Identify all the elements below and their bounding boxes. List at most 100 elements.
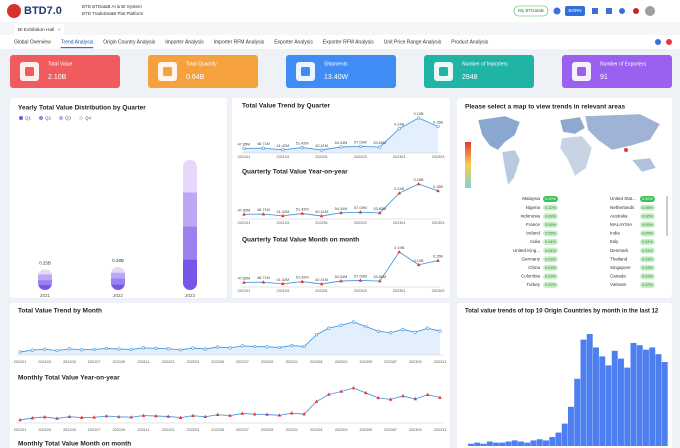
mail-icon[interactable] — [606, 8, 612, 14]
x-tick-label: 202107 — [88, 428, 101, 432]
marker — [416, 262, 421, 267]
born-label[interactable]: BORN — [568, 8, 581, 13]
marker — [30, 348, 34, 352]
country-pct: 0.04% — [642, 249, 653, 253]
pct-badge — [543, 221, 558, 228]
marker — [351, 386, 356, 390]
value-label: 57.09M — [354, 274, 367, 278]
x-tick-label: 202201 — [315, 155, 328, 159]
tab-label[interactable]: BI Exhibition Hall — [18, 27, 54, 33]
marker — [302, 412, 306, 416]
country-pct: 0.02% — [545, 283, 556, 287]
marker — [397, 250, 401, 254]
bar — [543, 440, 549, 446]
marker — [42, 415, 47, 419]
nav-item[interactable]: Importer Analysis — [165, 39, 204, 45]
x-tick-label: 202101 — [238, 221, 251, 225]
x-tick-label: 202301 — [393, 221, 406, 225]
flag-icon[interactable] — [633, 8, 639, 14]
marker — [129, 415, 133, 419]
born-button[interactable] — [565, 6, 585, 16]
my-button[interactable] — [513, 5, 549, 17]
marker — [376, 395, 381, 400]
tab[interactable] — [14, 24, 64, 35]
map-region[interactable] — [631, 157, 657, 173]
marker — [67, 414, 72, 418]
country-pct: 0.12% — [545, 206, 556, 210]
nav-item[interactable]: Product Analysis — [451, 39, 488, 45]
marker — [425, 392, 430, 396]
nav-item[interactable]: Exporter RFM Analysis — [323, 39, 374, 45]
help-icon[interactable] — [553, 7, 561, 15]
country-pct: 0.06% — [545, 223, 556, 227]
bar — [618, 358, 624, 446]
nav-item[interactable]: Origin Country Analysis — [103, 39, 155, 45]
map-region[interactable] — [477, 115, 521, 151]
avatar[interactable] — [645, 6, 655, 16]
pct-badge — [543, 230, 558, 237]
country-name: Vietnam — [610, 282, 627, 287]
nav-item[interactable]: Importer RFM Analysis — [214, 39, 265, 45]
bar — [624, 367, 631, 446]
x-tick-label: 202109 — [112, 428, 125, 432]
marker — [436, 188, 440, 193]
marker — [436, 124, 440, 129]
value-label: 47.85M — [238, 142, 251, 146]
nav-item[interactable]: Exporter Analysis — [274, 39, 313, 45]
marker — [397, 127, 401, 131]
marker — [104, 414, 109, 418]
country-pct: 0.05% — [642, 232, 653, 236]
value-label: 51.42M — [296, 276, 309, 280]
marker — [300, 146, 304, 150]
country-pct: 0.08% — [642, 206, 653, 210]
country-pct: 0.03% — [545, 266, 556, 270]
pct-badge — [640, 239, 655, 245]
kpi-label: Number of Exporters — [600, 61, 647, 67]
my-button-label[interactable]: My BTDataB — [518, 8, 544, 13]
x-tick-label: 202301 — [310, 428, 323, 432]
bar-segment — [183, 160, 197, 193]
logo-icon — [7, 4, 21, 18]
bar — [486, 441, 493, 446]
country-pct: 0.03% — [642, 257, 653, 261]
map-region[interactable] — [501, 149, 521, 186]
marker — [378, 210, 382, 215]
marker — [92, 347, 96, 352]
top-bar — [0, 0, 680, 22]
chart-title: Quarterly Total Value Month on month — [242, 237, 359, 244]
marker — [55, 348, 59, 353]
nav-item[interactable]: Trend Analysis — [61, 39, 94, 45]
pct-badge — [543, 204, 558, 211]
x-tick-label: 202311 — [434, 360, 446, 364]
value-label: 0.15B — [433, 121, 443, 125]
map-region[interactable] — [559, 135, 593, 177]
x-tick-label: 202301 — [393, 289, 406, 293]
country-pct: 0.05% — [642, 223, 653, 227]
x-tick-label: 202201 — [162, 360, 175, 364]
marker — [358, 278, 363, 282]
country-name: Malaysia — [522, 196, 540, 201]
map-region[interactable] — [559, 116, 586, 135]
bar — [493, 442, 499, 446]
nav-item[interactable]: Unit Price Range Analysis — [384, 39, 442, 45]
legend-label: Q2 — [45, 115, 52, 120]
map-region[interactable] — [584, 113, 661, 151]
bar — [561, 423, 568, 446]
nav-item[interactable]: Global Overview — [14, 39, 51, 45]
marker — [364, 390, 368, 395]
value-label: 0.15B — [433, 185, 443, 189]
marker — [178, 415, 183, 419]
apps-icon[interactable] — [592, 8, 598, 14]
settings-icon[interactable] — [619, 8, 625, 14]
country-pct: 0.03% — [545, 257, 556, 261]
value-label: 0.19B — [394, 246, 404, 250]
content: Global Overview Trend Analysis Origin Coun… — [10, 39, 672, 448]
marker — [141, 413, 146, 417]
country-name: Denmark — [610, 248, 629, 253]
tab-close[interactable]: × — [58, 27, 61, 33]
country-name: United Stat... — [610, 196, 636, 201]
x-tick-label: 202203 — [187, 428, 200, 432]
map-legend — [465, 142, 471, 188]
value-label: 0.14B — [394, 187, 404, 191]
x-tick-label: 202203 — [354, 221, 367, 225]
